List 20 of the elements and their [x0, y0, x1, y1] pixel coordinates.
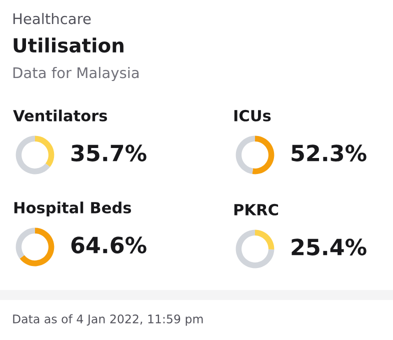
- data-label: 35.7%: [71, 144, 146, 162]
- data-label: 64.6%: [71, 236, 146, 254]
- donut-slice: [16, 228, 35, 259]
- text: Utilisation: [14, 38, 124, 53]
- text: Data as of 4 Jan 2022, 11:59 pm: [13, 314, 203, 326]
- chart-title: PKRC: [234, 204, 278, 216]
- donut-slice: [35, 136, 54, 167]
- donut-slice: [252, 136, 274, 174]
- data-label: 25.4%: [292, 238, 366, 256]
- donut-slice: [20, 228, 54, 266]
- donut-slice: [255, 230, 274, 250]
- donut-slice: [236, 230, 274, 268]
- text: Healthcare: [13, 12, 91, 24]
- chart-title: Hospital Beds: [14, 202, 132, 216]
- chart-title: Ventilators: [13, 110, 108, 122]
- data-label: 52.3%: [292, 144, 366, 162]
- chart-title: ICUs: [234, 110, 271, 122]
- donut-slice: [16, 136, 50, 174]
- text: Data for Malaysia: [13, 66, 139, 82]
- donut-slice: [236, 136, 255, 174]
